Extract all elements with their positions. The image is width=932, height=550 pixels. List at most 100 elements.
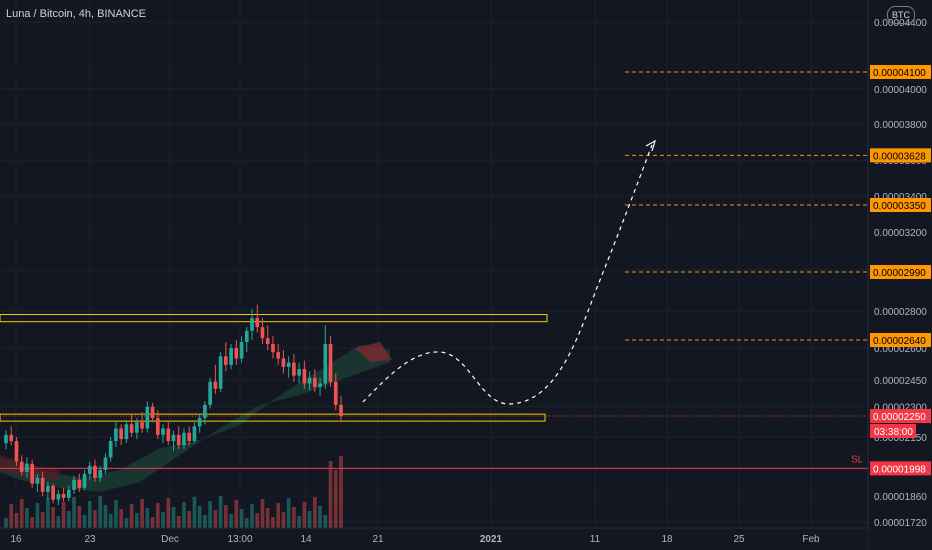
candle-body [30, 463, 35, 484]
price-axis-label: 0.00002450 [874, 376, 927, 387]
candle-body [14, 441, 19, 462]
candle-body [286, 362, 291, 367]
volume-bar [171, 507, 176, 528]
price-tag-target: 0.00003628 [870, 148, 931, 163]
volume-bar [61, 502, 66, 528]
resistance-zone [0, 314, 548, 323]
volume-bar [213, 510, 218, 528]
volume-bar [276, 503, 281, 528]
volume-bar [218, 496, 223, 528]
price-tags: 0.00004100 0.00003628 0.00003350 0.00002990… [870, 65, 931, 476]
volume-bar [150, 517, 155, 528]
countdown-background [870, 424, 916, 438]
volume-bar [51, 507, 55, 528]
volume-bar [14, 513, 19, 528]
volume-bar [328, 461, 333, 528]
candle-body [161, 428, 165, 435]
price-axis-label: 0.00003400 [874, 192, 927, 203]
candle-body [229, 348, 233, 365]
time-axis-label: 21 [372, 534, 384, 545]
candle-body [140, 422, 144, 429]
time-axis-label: 23 [84, 534, 96, 545]
volume-bar [4, 518, 8, 528]
candle-body [333, 381, 338, 405]
candle-body [46, 485, 50, 492]
volume-bar [9, 504, 14, 528]
volume-bars [4, 456, 343, 528]
candle-body [302, 369, 307, 384]
candle-body [35, 477, 40, 484]
candle-body [9, 434, 14, 442]
volume-bar [30, 517, 35, 528]
volume-bar [302, 502, 307, 528]
candle-body [56, 493, 61, 500]
time-axis-label: Feb [802, 534, 820, 545]
currency-badge[interactable]: BTC [887, 6, 915, 24]
price-tag-background [870, 198, 931, 212]
time-axis-label: 2021 [480, 534, 503, 545]
volume-bar [208, 501, 212, 528]
volume-bar [203, 515, 207, 528]
candle-body [192, 426, 197, 442]
price-tag-background [870, 148, 931, 163]
volume-bar [182, 502, 186, 528]
volume-bar [339, 456, 343, 528]
volume-bar [72, 497, 76, 528]
candle-body [150, 406, 155, 419]
volume-bar [161, 512, 165, 528]
candle-body [87, 465, 92, 474]
price-axis-label: 0.00002300 [874, 403, 927, 414]
price-axis-label: 0.00002600 [874, 344, 927, 355]
candle-body [307, 377, 312, 384]
candle-body [255, 318, 260, 328]
volume-bar [234, 500, 239, 528]
price-tag-stop: 0.00001998 [870, 461, 931, 476]
volume-bar [93, 510, 97, 528]
volume-bar [119, 509, 123, 528]
candle-body [82, 473, 87, 488]
candle-body [171, 434, 176, 442]
candle-body [244, 330, 249, 342]
time-axis[interactable]: 16 23 Dec 13:00 14 21 2021 11 18 25 Feb [0, 527, 868, 550]
volume-bar [145, 508, 150, 528]
volume-bar [77, 506, 82, 528]
volume-bar [166, 498, 171, 528]
candle-body [135, 422, 139, 433]
volume-bar [197, 506, 202, 528]
price-tag-background [870, 265, 931, 279]
candle-body [166, 428, 171, 442]
candle-body [40, 477, 45, 492]
candle-body [218, 356, 223, 389]
volume-bar [40, 512, 45, 528]
countdown-label: 03:38:00 [874, 427, 913, 438]
price-axis-label: 0.00002800 [874, 307, 927, 318]
candle-body [51, 485, 55, 500]
volume-bar [318, 506, 322, 528]
time-axis-label: 18 [661, 534, 673, 545]
projection-arrow [362, 139, 656, 405]
candle-body [176, 434, 181, 446]
candle-body [103, 457, 108, 470]
candle-body [312, 377, 317, 387]
candle-body [66, 489, 71, 498]
volume-bar [46, 498, 50, 528]
price-tag-label: 0.00002250 [873, 412, 926, 423]
price-tag-label: 0.00002990 [873, 268, 926, 279]
candle-body [19, 461, 24, 472]
volume-bar [82, 515, 87, 528]
price-axis-label: 0.00003800 [874, 120, 927, 131]
candle-body [4, 434, 8, 444]
candle-body [292, 362, 296, 376]
candle-body [260, 327, 265, 339]
candles [4, 304, 343, 506]
candle-body [297, 369, 301, 376]
volume-bar [255, 513, 260, 528]
volume-bar [229, 514, 233, 528]
volume-bar [187, 511, 192, 528]
price-tag-current: 0.00002250 03:38:00 [870, 409, 931, 438]
candle-body [114, 428, 118, 442]
candle-body [213, 381, 218, 389]
volume-bar [140, 499, 144, 528]
candle-body [108, 441, 113, 458]
